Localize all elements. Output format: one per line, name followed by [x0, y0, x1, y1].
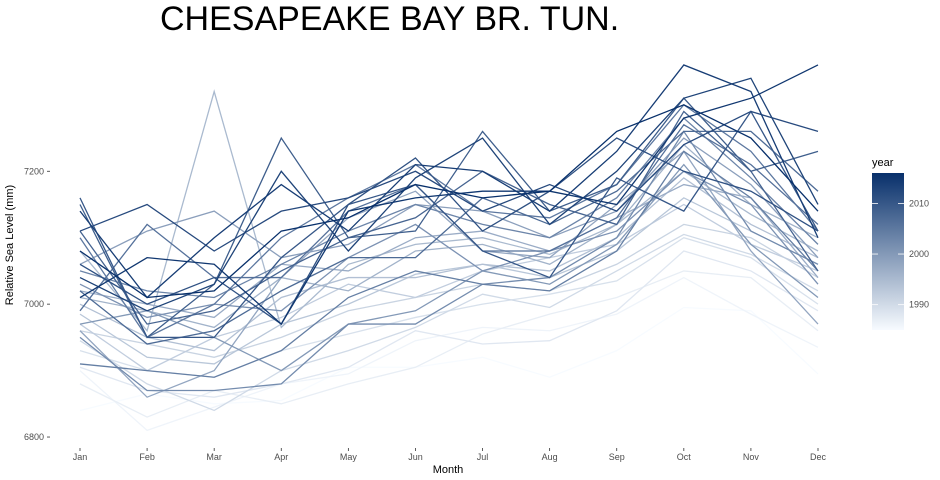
x-tick-label: May	[340, 452, 358, 462]
series-line-1992	[79, 203, 819, 372]
x-tick-label: Aug	[542, 452, 558, 462]
x-tick-label: Jan	[73, 452, 88, 462]
series-line-2015	[79, 64, 819, 326]
x-tick-label: Feb	[139, 452, 155, 462]
legend-tick-label: 2010	[909, 198, 929, 208]
series-line-2004	[79, 150, 819, 378]
series-line-2013	[79, 77, 819, 312]
series-layer	[79, 64, 819, 432]
legend-title: year	[872, 157, 894, 169]
series-line-1986	[79, 276, 819, 432]
x-tick-label: Jun	[408, 452, 423, 462]
x-tick-label: Apr	[274, 452, 288, 462]
y-tick-label: 7000	[24, 299, 44, 309]
y-axis-title: Relative Sea Level (mm)	[4, 185, 16, 305]
legend-tick-label: 1990	[909, 300, 929, 310]
series-line-1999	[79, 137, 819, 265]
series-line-1990	[79, 233, 819, 412]
x-tick-label: Oct	[677, 452, 692, 462]
legend-colorbar	[872, 173, 904, 330]
x-axis: Jan Feb Mar Apr May Jun Jul Aug Sep Oct Nov Dec	[73, 448, 827, 462]
series-line-1997	[79, 183, 819, 319]
legend-ticks: 1990 2000 2010	[872, 198, 929, 310]
series-line-2007	[79, 130, 819, 345]
series-line-2002	[79, 130, 819, 392]
color-legend: year 1990 2000 2010	[872, 157, 929, 330]
x-tick-label: Nov	[743, 452, 760, 462]
series-line-2010	[79, 110, 819, 339]
series-line-2003	[79, 117, 819, 299]
y-tick-label: 7200	[24, 166, 44, 176]
x-tick-label: Mar	[206, 452, 222, 462]
legend-tick-label: 2000	[909, 249, 929, 259]
series-line-2014	[79, 64, 819, 299]
chart-title: CHESAPEAKE BAY BR. TUN.	[160, 0, 620, 38]
series-line-1988	[79, 250, 819, 398]
x-tick-label: Dec	[810, 452, 827, 462]
x-tick-label: Sep	[609, 452, 625, 462]
series-line-1993	[79, 197, 819, 365]
series-line-1996	[79, 143, 819, 329]
series-line-1998	[79, 150, 819, 398]
series-line-2016	[79, 104, 819, 299]
series-line-1985	[79, 306, 819, 412]
series-line-2005	[79, 103, 819, 339]
x-axis-title: Month	[433, 464, 464, 476]
series-line-1987	[79, 270, 819, 418]
series-line-2000	[79, 163, 819, 372]
series-line-1994	[79, 177, 819, 352]
x-tick-label: Jul	[477, 452, 489, 462]
y-tick-label: 6800	[24, 432, 44, 442]
y-axis: 6800 7000 7200	[24, 166, 50, 442]
series-line-2001	[79, 170, 819, 319]
